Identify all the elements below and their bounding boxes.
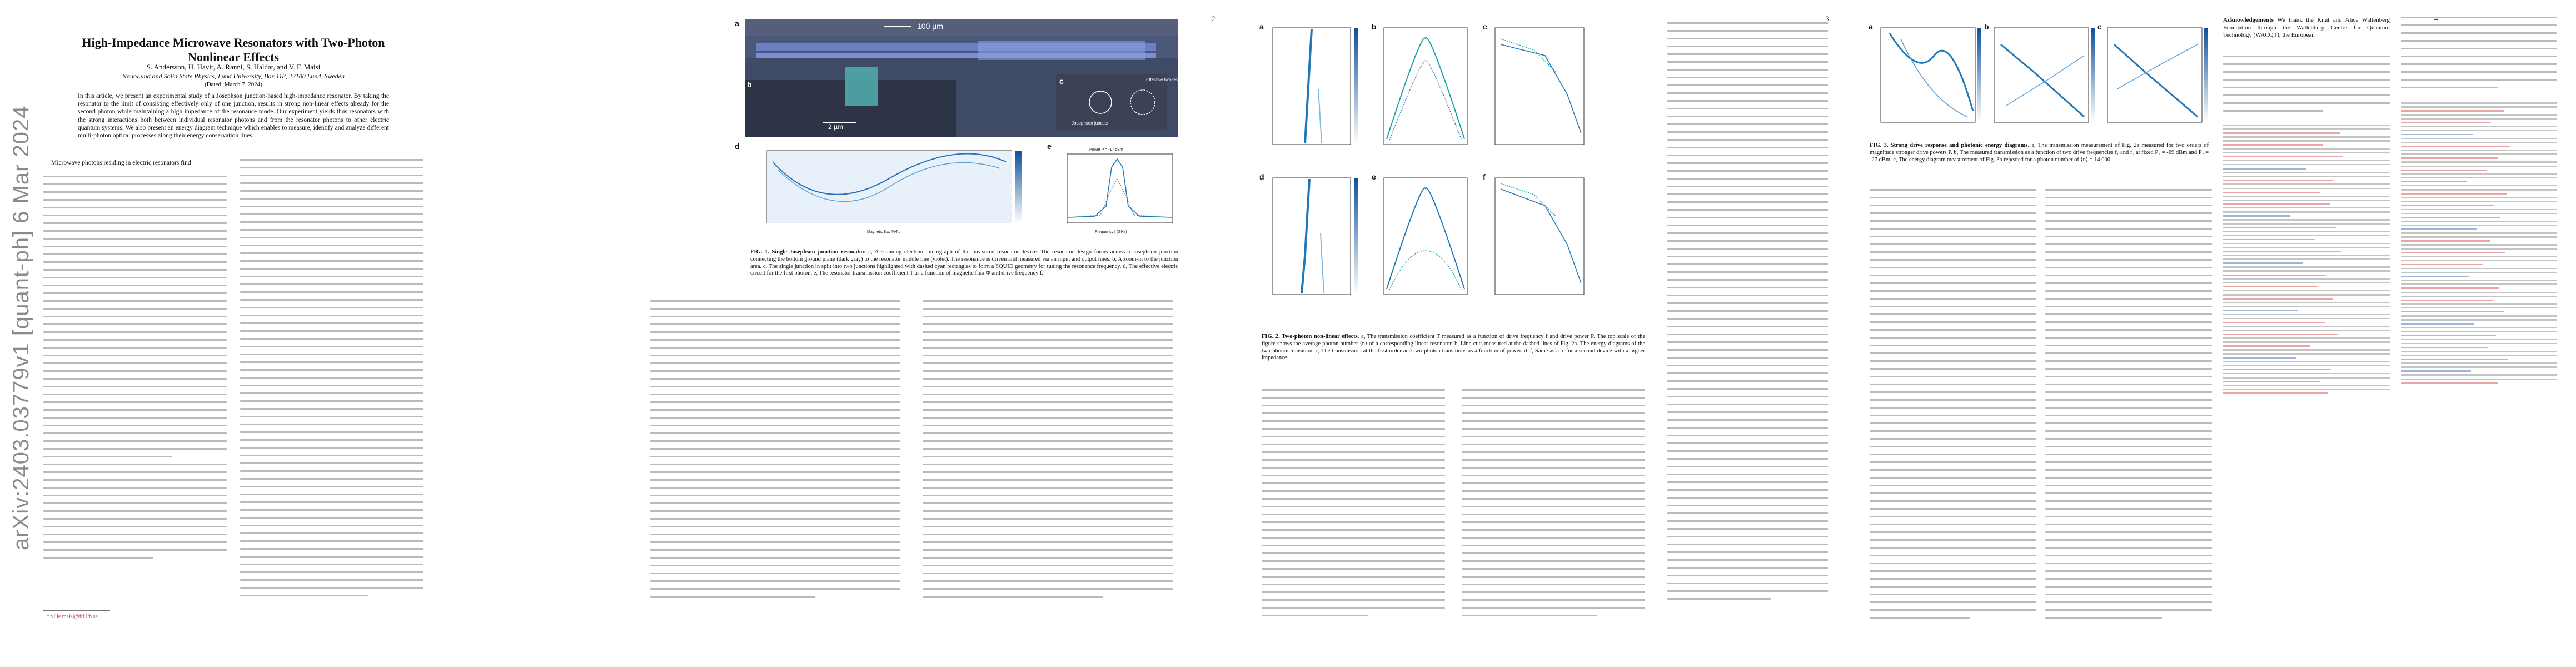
- fig1-e-xlabel: Frequency f (GHz): [1095, 230, 1127, 234]
- fig2-label-a: a: [1259, 22, 1264, 31]
- fig1-caption-body: a, A scanning electron micrograph of the…: [750, 249, 1179, 277]
- page-number: 3: [1826, 14, 1830, 23]
- paper-authors: S. Andersson, H. Havir, A. Ranni, S. Hal…: [146, 63, 321, 71]
- intro-body-lines: [43, 176, 227, 565]
- josephson-junction-label: Josephson junction: [1072, 121, 1110, 126]
- scale-bar-top: 100 µm: [917, 22, 943, 31]
- fig1-label-a: a: [735, 19, 739, 28]
- paper-abstract: In this article, we present an experimen…: [78, 93, 389, 140]
- fig2-label-c: c: [1483, 22, 1487, 31]
- paper-date: (Dated: March 7, 2024): [205, 81, 262, 88]
- ack-text: We thank the Knut and Alice Wallenberg F…: [2223, 17, 2390, 39]
- fig1-d-plot: Magnetic flux Φ/Φ₀: [766, 150, 1022, 234]
- fig3-caption-head: FIG. 3. Strong drive response and photon…: [1870, 142, 2030, 148]
- references-col-4: [2401, 100, 2557, 386]
- page4-left-column: [1870, 189, 2036, 625]
- footnote: * ville.maisi@ftf.lth.se: [47, 614, 98, 620]
- fig2-label-b: b: [1372, 22, 1377, 31]
- page4-middle-column: [2045, 189, 2212, 625]
- page-2: 2 100 µm 2 µm Josephson junction: [634, 0, 1228, 667]
- fig1-label-d: d: [735, 142, 740, 151]
- fig3-caption: FIG. 3. Strong drive response and photon…: [1870, 142, 2209, 163]
- acknowledgements: Acknowledgements We thank the Knut and A…: [2223, 17, 2390, 39]
- intro-column: Microwave photons residing in electric r…: [43, 159, 227, 167]
- arxiv-stamp: arXiv:2403.03779v1 [quant-ph] 6 Mar 2024: [9, 105, 33, 550]
- page2-left-column: [650, 300, 900, 604]
- fig1-panel-d: d Magnetic flux Φ/Φ₀: [735, 142, 1034, 237]
- fig1-caption: FIG. 1. Single Josephson junction resona…: [750, 249, 1178, 277]
- fig1-label-c: c: [1059, 77, 1064, 86]
- sem-image: 100 µm 2 µm Josephson junction Effective…: [745, 19, 1197, 137]
- scale-bar-inset: 2 µm: [828, 123, 843, 131]
- paper-affiliation: NanoLund and Solid State Physics, Lund U…: [122, 72, 345, 80]
- figure-2: a b c d e f: [1256, 22, 1656, 334]
- fig3-caption-body: a, The transmission measurement of Fig. …: [1870, 142, 2209, 163]
- page-number: 4: [2434, 14, 2438, 23]
- fig2-label-d: d: [1259, 172, 1264, 181]
- fig2-plots: [1272, 27, 1585, 295]
- fig2-label-e: e: [1372, 172, 1376, 181]
- page3-right-column: [1667, 22, 1828, 606]
- page4-col4-top-lines: [2401, 17, 2557, 94]
- fig3-label-b: b: [1984, 22, 1989, 31]
- fig1-e-plot: Power P = -17 dBm Frequency f (GHz): [1067, 148, 1173, 234]
- fig1-panel-a: 100 µm 2 µm Josephson junction Effective…: [735, 19, 1197, 137]
- right-column-lines: [240, 159, 423, 603]
- fig3-plots: [1880, 27, 2208, 123]
- fig1-d-xlabel: Magnetic flux Φ/Φ₀: [867, 230, 900, 234]
- page2-right-column: [923, 300, 1173, 604]
- figure-3: a b c: [1867, 22, 2212, 133]
- page-number: 2: [1212, 14, 1215, 23]
- fig1-caption-head: FIG. 1. Single Josephson junction resona…: [750, 249, 866, 255]
- fig2-caption: FIG. 2. Two-photon non-linear effects. a…: [1262, 334, 1645, 362]
- page4-col3-top-lines: [2223, 56, 2390, 118]
- references-col-3: [2223, 122, 2390, 396]
- fig2-label-f: f: [1483, 172, 1486, 181]
- page-4: 4 a b c FIG. 3. Strong drive response an…: [1856, 0, 2568, 667]
- fig3-label-c: c: [2097, 22, 2102, 31]
- intro-first-line: Microwave photons residing in electric r…: [51, 160, 191, 166]
- ack-heading: Acknowledgements: [2223, 17, 2274, 23]
- page-1: High-Impedance Microwave Resonators with…: [33, 0, 617, 667]
- page3-middle-column: [1462, 389, 1645, 623]
- fig1-label-e: e: [1047, 142, 1052, 151]
- paper-title: High-Impedance Microwave Resonators with…: [82, 36, 385, 64]
- figure-1: 100 µm 2 µm Josephson junction Effective…: [735, 14, 1197, 248]
- fig1-e-title: Power P = -17 dBm: [1089, 148, 1123, 152]
- fig1-panel-e: e Power P = -17 dBm Frequency f (GHz): [1047, 142, 1178, 237]
- fig2-caption-body: a, The transmission coefficient T measur…: [1262, 334, 1646, 361]
- effective-tls-label: Effective two-level system: [1146, 77, 1178, 82]
- page-3: 3 a b c: [1245, 0, 1840, 667]
- page3-left-column: [1262, 389, 1445, 623]
- footnote-rule: [43, 610, 110, 611]
- fig2-caption-head: FIG. 2. Two-photon non-linear effects.: [1262, 334, 1359, 340]
- fig3-label-a: a: [1869, 22, 1873, 31]
- fig1-label-b: b: [747, 80, 752, 89]
